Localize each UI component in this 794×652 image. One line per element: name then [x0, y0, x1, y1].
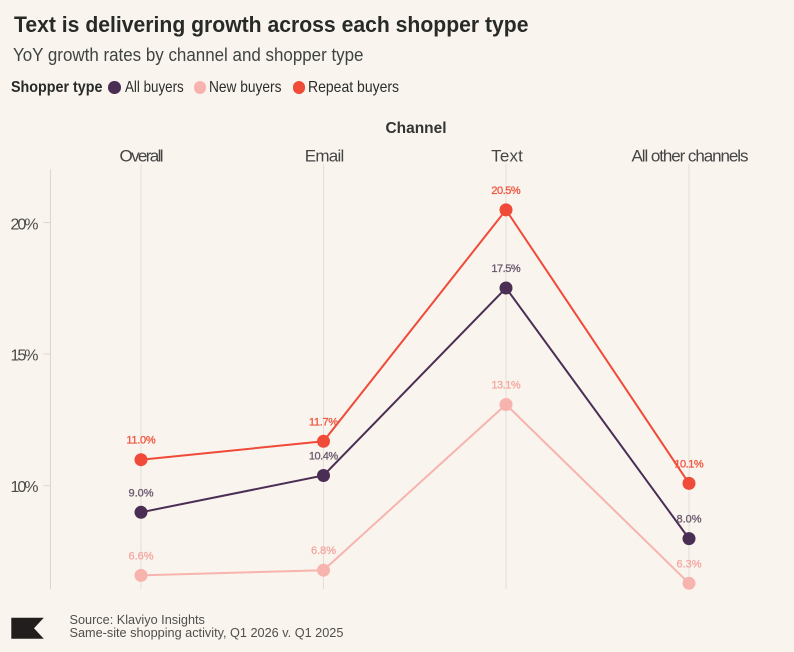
svg-text:6.3%: 6.3%	[676, 558, 701, 570]
svg-text:8.0%: 8.0%	[676, 514, 701, 526]
svg-text:Overall: Overall	[120, 146, 164, 165]
svg-text:Channel: Channel	[386, 120, 447, 137]
svg-text:10%: 10%	[11, 479, 39, 496]
svg-text:13.1%: 13.1%	[491, 380, 521, 392]
svg-text:20.5%: 20.5%	[491, 185, 521, 197]
svg-text:6.8%: 6.8%	[311, 545, 336, 557]
svg-text:6.6%: 6.6%	[128, 550, 153, 562]
svg-text:9.0%: 9.0%	[128, 487, 153, 499]
svg-text:10.1%: 10.1%	[674, 458, 704, 470]
svg-text:11.0%: 11.0%	[126, 435, 156, 447]
svg-text:17.5%: 17.5%	[491, 263, 521, 275]
svg-text:Text: Text	[491, 146, 523, 165]
svg-text:All other channels: All other channels	[632, 146, 749, 165]
svg-text:15%: 15%	[11, 348, 39, 365]
svg-text:20%: 20%	[11, 216, 39, 233]
svg-text:10.4%: 10.4%	[309, 451, 339, 463]
svg-text:Email: Email	[305, 146, 345, 165]
svg-text:11.7%: 11.7%	[309, 416, 339, 428]
